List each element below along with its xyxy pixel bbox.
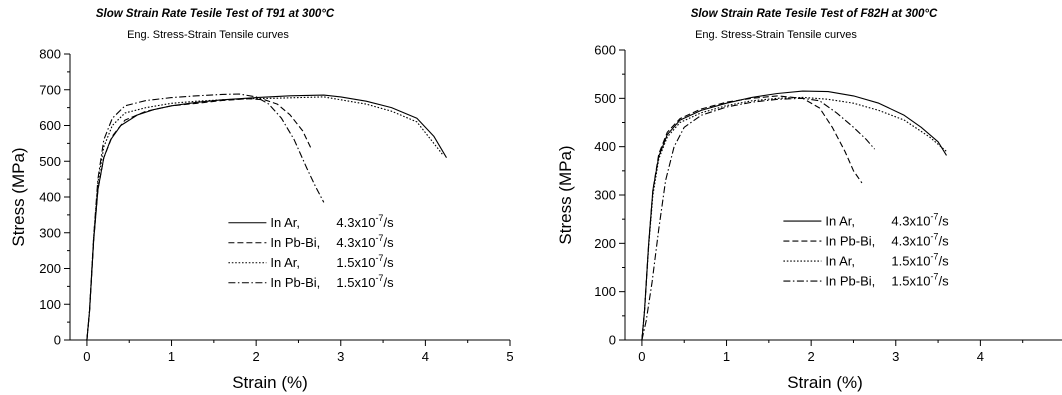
chart2-y-tick-label: 300 [594, 188, 616, 203]
chart2-title: Slow Strain Rate Tesile Test of F82H at … [691, 8, 938, 20]
chart2-legend-label: In Ar, [825, 214, 855, 229]
chart1-legend-label: In Ar, [270, 215, 300, 230]
chart1-legend-rate: 1.5x10-7/s [336, 253, 394, 270]
chart2-series-4-line [641, 97, 876, 341]
chart2-y-tick-label: 200 [594, 236, 616, 251]
chart2-y-tick-label: 500 [594, 91, 616, 106]
chart1-series-2-line [86, 98, 312, 341]
chart2-y-tick-label: 600 [594, 43, 616, 58]
chart1-y-tick-label: 100 [39, 297, 61, 312]
chart2-y-tick-label: 0 [609, 333, 616, 348]
chart2-x-tick-label: 2 [808, 349, 815, 364]
chart1-legend: In Ar, 4.3x10-7/s In Pb-Bi, 4.3x10-7/s In Ar… [228, 213, 394, 290]
chart2-series-3-line [641, 96, 947, 341]
chart2-y-axis-label: Stress (MPa) [556, 145, 575, 244]
chart1-y-axis-label: Stress (MPa) [9, 147, 28, 246]
chart2-legend-label: In Pb-Bi, [825, 274, 875, 289]
chart2-series-2-line [641, 95, 863, 341]
chart1-x-axis-label: Strain (%) [232, 373, 308, 392]
chart2-x-tick-label: 0 [638, 349, 645, 364]
chart2-legend-label: In Ar, [825, 254, 855, 269]
chart2-legend-rate: 4.3x10-7/s [891, 232, 949, 249]
chart2-legend: In Ar, 4.3x10-7/s In Pb-Bi, 4.3x10-7/s In Ar… [783, 212, 949, 289]
chart1-y-tick-label: 600 [39, 118, 61, 133]
chart1-legend-label: In Ar, [270, 255, 300, 270]
chart1-series-3-line [86, 96, 443, 341]
chart1-legend-rate: 4.3x10-7/s [336, 233, 394, 250]
chart1-y-tick-label: 700 [39, 82, 61, 97]
chart2-x-tick-label: 3 [892, 349, 899, 364]
chart1-x-tick-label: 0 [83, 349, 90, 364]
chart1-subtitle: Eng. Stress-Strain Tensile curves [127, 29, 289, 41]
chart2-subtitle: Eng. Stress-Strain Tensile curves [695, 29, 857, 41]
chart2-legend-rate: 4.3x10-7/s [891, 212, 949, 229]
chart2-series-1-line [641, 90, 947, 341]
chart2-legend-rate: 1.5x10-7/s [891, 272, 949, 289]
chart1-x-tick-label: 2 [253, 349, 260, 364]
chart1-y-tick-label: 300 [39, 225, 61, 240]
chart1-y-tick-label: 200 [39, 261, 61, 276]
chart2-x-tick-label: 1 [723, 349, 730, 364]
chart1-x-tick-label: 3 [337, 349, 344, 364]
chart1-legend-rate: 4.3x10-7/s [336, 213, 394, 230]
chart1-legend-label: In Pb-Bi, [270, 275, 320, 290]
chart1-x-tick-label: 1 [168, 349, 175, 364]
chart1-y-tick-label: 0 [54, 333, 61, 348]
chart2-x-tick-label: 4 [977, 349, 984, 364]
chart2-y-tick-label: 100 [594, 284, 616, 299]
chart-panel-f82h: Slow Strain Rate Tesile Test of F82H at … [531, 0, 1062, 395]
chart1-x-tick-label: 5 [506, 349, 513, 364]
chart1-legend-label: In Pb-Bi, [270, 235, 320, 250]
chart-f82h: Slow Strain Rate Tesile Test of F82H at … [556, 8, 1062, 392]
chart1-title: Slow Strain Rate Tesile Test of T91 at 3… [96, 8, 335, 20]
chart2-x-axis-label: Strain (%) [787, 373, 863, 392]
chart2-legend-label: In Pb-Bi, [825, 234, 875, 249]
chart1-y-tick-label: 500 [39, 154, 61, 169]
chart1-x-tick-label: 4 [422, 349, 429, 364]
chart1-y-tick-label: 400 [39, 190, 61, 205]
chart2-y-tick-label: 400 [594, 139, 616, 154]
chart2-legend-rate: 1.5x10-7/s [891, 252, 949, 269]
chart-panel-t91: Slow Strain Rate Tesile Test of T91 at 3… [9, 8, 514, 392]
chart1-legend-rate: 1.5x10-7/s [336, 273, 394, 290]
chart1-series-4-line [86, 93, 325, 341]
chart1-series-1-line [86, 94, 447, 341]
chart1-y-tick-label: 800 [39, 47, 61, 62]
chart-t91: Slow Strain Rate Tesile Test of T91 at 3… [9, 8, 514, 392]
